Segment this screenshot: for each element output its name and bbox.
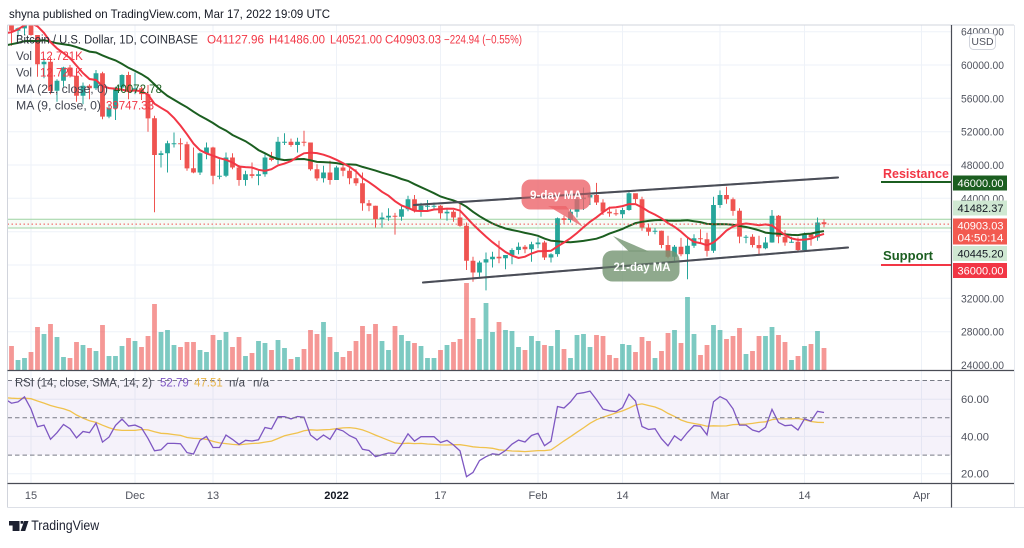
svg-text:24000.00: 24000.00 [961,360,1004,372]
svg-text:13: 13 [207,490,219,502]
svg-text:40.00: 40.00 [961,431,989,443]
svg-text:47.51: 47.51 [194,378,223,390]
svg-text:−224.94 (−0.55%): −224.94 (−0.55%) [444,35,522,47]
svg-text:40072.78: 40072.78 [114,84,162,96]
svg-text:MA (9, close, 0): MA (9, close, 0) [16,101,101,113]
svg-text:20.00: 20.00 [961,469,989,481]
svg-text:Bitcoin / U.S. Dollar, 1D, COI: Bitcoin / U.S. Dollar, 1D, COINBASE [16,35,198,47]
svg-text:9-day MA: 9-day MA [530,188,582,202]
svg-text:52.79: 52.79 [160,378,189,390]
svg-text:H41486.00: H41486.00 [269,35,325,47]
svg-text:USD: USD [971,36,994,48]
svg-text:14: 14 [616,490,628,502]
svg-text:52000.00: 52000.00 [961,127,1004,139]
svg-text:C40903.03: C40903.03 [385,35,441,47]
svg-text:32000.00: 32000.00 [961,293,1004,305]
svg-text:Dec: Dec [125,490,145,502]
svg-text:14: 14 [798,490,810,502]
svg-text:40903.03: 40903.03 [958,220,1004,232]
svg-text:15: 15 [25,490,37,502]
svg-text:12.721K: 12.721K [40,51,83,63]
svg-text:60000.00: 60000.00 [961,60,1004,72]
svg-text:Apr: Apr [913,490,930,502]
svg-text:39747.33: 39747.33 [106,101,154,113]
svg-text:21-day MA: 21-day MA [614,260,671,274]
svg-text:RSI (14, close, SMA, 14, 2): RSI (14, close, SMA, 14, 2) [15,378,152,390]
svg-text:41482.37: 41482.37 [958,203,1004,215]
svg-text:O41127.96: O41127.96 [207,35,264,47]
svg-text:shyna published on TradingView: shyna published on TradingView.com, Mar … [9,7,330,21]
svg-text:Support: Support [883,248,934,263]
svg-text:n/a: n/a [229,378,246,390]
svg-text:36000.00: 36000.00 [958,266,1004,278]
svg-text:04:50:14: 04:50:14 [958,232,1004,244]
svg-text:n/a: n/a [253,378,270,390]
svg-text:46000.00: 46000.00 [958,178,1004,190]
svg-text:Vol: Vol [16,68,32,80]
svg-text:2022: 2022 [324,490,348,502]
svg-text:Resistance: Resistance [883,166,949,181]
svg-text:MA (21, close, 0): MA (21, close, 0) [16,84,108,96]
svg-text:48000.00: 48000.00 [961,160,1004,172]
svg-text:L40521.00: L40521.00 [330,35,382,47]
svg-text:56000.00: 56000.00 [961,93,1004,105]
svg-text:TradingView: TradingView [31,518,99,533]
svg-text:60.00: 60.00 [961,394,989,406]
svg-text:28000.00: 28000.00 [961,327,1004,339]
svg-text:17: 17 [434,490,446,502]
svg-text:40445.20: 40445.20 [958,249,1004,261]
svg-text:12.721K: 12.721K [40,68,83,80]
svg-text:Vol: Vol [16,51,32,63]
svg-text:Feb: Feb [529,490,548,502]
svg-text:Mar: Mar [711,490,730,502]
